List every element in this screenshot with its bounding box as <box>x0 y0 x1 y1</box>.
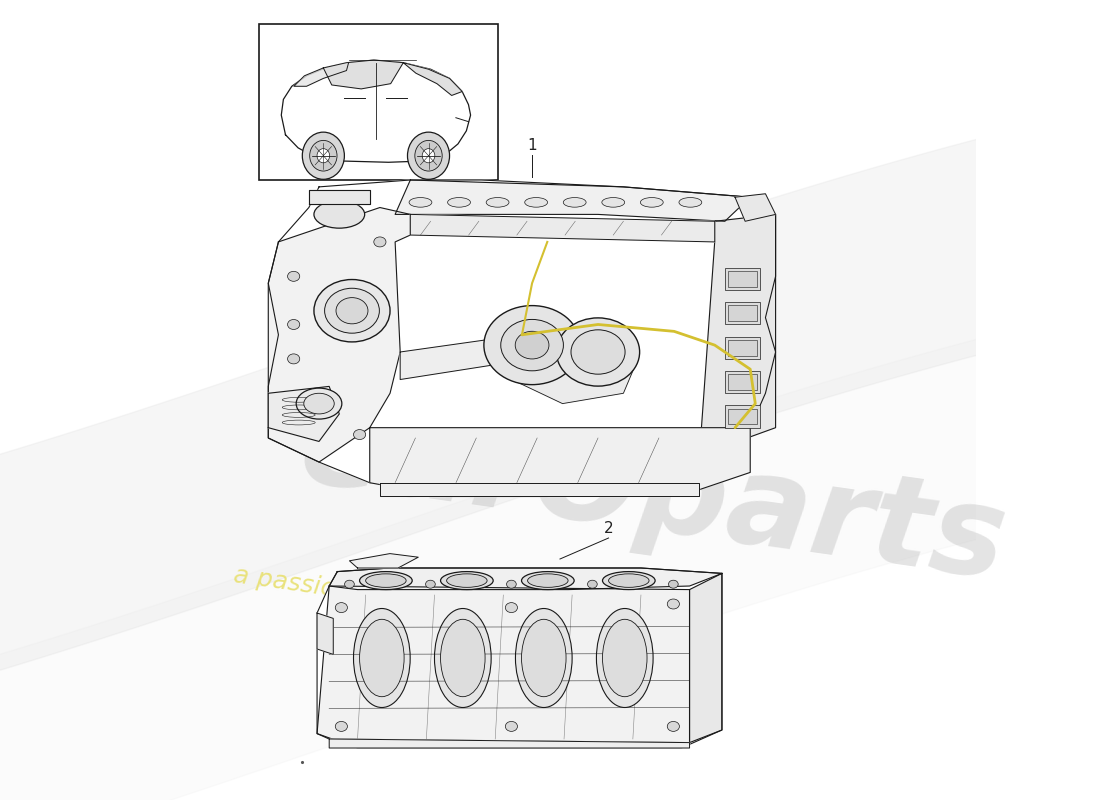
Text: a passion for performance since 1985: a passion for performance since 1985 <box>232 563 705 653</box>
Ellipse shape <box>317 149 330 163</box>
Bar <box>725 371 760 394</box>
Polygon shape <box>700 214 776 455</box>
Polygon shape <box>690 574 722 742</box>
Circle shape <box>515 331 549 359</box>
Circle shape <box>287 354 299 364</box>
Polygon shape <box>268 207 410 462</box>
Ellipse shape <box>608 574 649 587</box>
Bar <box>728 374 757 390</box>
Ellipse shape <box>640 198 663 207</box>
Circle shape <box>324 288 380 333</box>
Ellipse shape <box>353 609 410 707</box>
Circle shape <box>426 580 436 588</box>
Polygon shape <box>404 62 462 95</box>
Polygon shape <box>735 194 776 222</box>
Polygon shape <box>329 739 690 748</box>
Circle shape <box>500 319 563 371</box>
Ellipse shape <box>304 394 334 414</box>
Ellipse shape <box>314 201 365 228</box>
Polygon shape <box>294 62 349 86</box>
Polygon shape <box>317 613 333 654</box>
Circle shape <box>668 599 680 609</box>
Ellipse shape <box>528 574 568 587</box>
Circle shape <box>344 580 354 588</box>
Circle shape <box>336 602 348 613</box>
Polygon shape <box>282 60 471 162</box>
Polygon shape <box>400 334 532 379</box>
Polygon shape <box>323 60 404 89</box>
Bar <box>728 271 757 286</box>
Polygon shape <box>379 482 700 497</box>
Ellipse shape <box>486 198 509 207</box>
Ellipse shape <box>563 198 586 207</box>
Bar <box>728 306 757 321</box>
Ellipse shape <box>521 571 574 590</box>
Circle shape <box>336 298 368 324</box>
Circle shape <box>484 306 581 385</box>
Ellipse shape <box>679 198 702 207</box>
Bar <box>725 302 760 325</box>
Bar <box>728 340 757 355</box>
Ellipse shape <box>296 388 342 419</box>
Ellipse shape <box>365 574 406 587</box>
Text: eurOparts: eurOparts <box>293 386 1014 606</box>
Ellipse shape <box>603 619 647 697</box>
Circle shape <box>668 722 680 731</box>
Polygon shape <box>350 554 418 568</box>
Ellipse shape <box>516 609 572 707</box>
Text: 2: 2 <box>604 521 614 536</box>
Ellipse shape <box>440 619 485 697</box>
Text: 1: 1 <box>527 138 537 153</box>
Ellipse shape <box>447 574 487 587</box>
Circle shape <box>336 722 348 731</box>
Ellipse shape <box>525 198 548 207</box>
Circle shape <box>374 237 386 247</box>
Circle shape <box>287 319 299 330</box>
Circle shape <box>505 602 517 613</box>
Ellipse shape <box>360 571 412 590</box>
Ellipse shape <box>310 140 337 171</box>
Circle shape <box>287 271 299 282</box>
Polygon shape <box>268 386 339 442</box>
Ellipse shape <box>602 198 625 207</box>
Polygon shape <box>370 428 750 497</box>
Polygon shape <box>329 568 722 590</box>
Polygon shape <box>268 180 776 490</box>
Polygon shape <box>317 568 722 748</box>
Bar <box>725 337 760 359</box>
Ellipse shape <box>360 619 404 697</box>
Circle shape <box>669 580 679 588</box>
Ellipse shape <box>409 198 432 207</box>
Ellipse shape <box>422 149 435 163</box>
Polygon shape <box>317 586 690 742</box>
Ellipse shape <box>521 619 566 697</box>
Circle shape <box>506 580 516 588</box>
Ellipse shape <box>440 571 493 590</box>
Ellipse shape <box>302 132 344 179</box>
Bar <box>725 406 760 428</box>
Polygon shape <box>410 214 715 242</box>
Circle shape <box>587 580 597 588</box>
Ellipse shape <box>434 609 492 707</box>
Polygon shape <box>395 180 750 222</box>
Circle shape <box>314 279 390 342</box>
Circle shape <box>353 430 365 439</box>
Ellipse shape <box>603 571 656 590</box>
Ellipse shape <box>596 609 653 707</box>
Bar <box>728 409 757 424</box>
Polygon shape <box>309 190 370 204</box>
Bar <box>725 268 760 290</box>
Ellipse shape <box>407 132 450 179</box>
Circle shape <box>505 722 517 731</box>
Circle shape <box>557 318 639 386</box>
Bar <box>258 24 497 180</box>
Ellipse shape <box>415 140 442 171</box>
Polygon shape <box>512 359 634 403</box>
Circle shape <box>571 330 625 374</box>
Ellipse shape <box>448 198 471 207</box>
